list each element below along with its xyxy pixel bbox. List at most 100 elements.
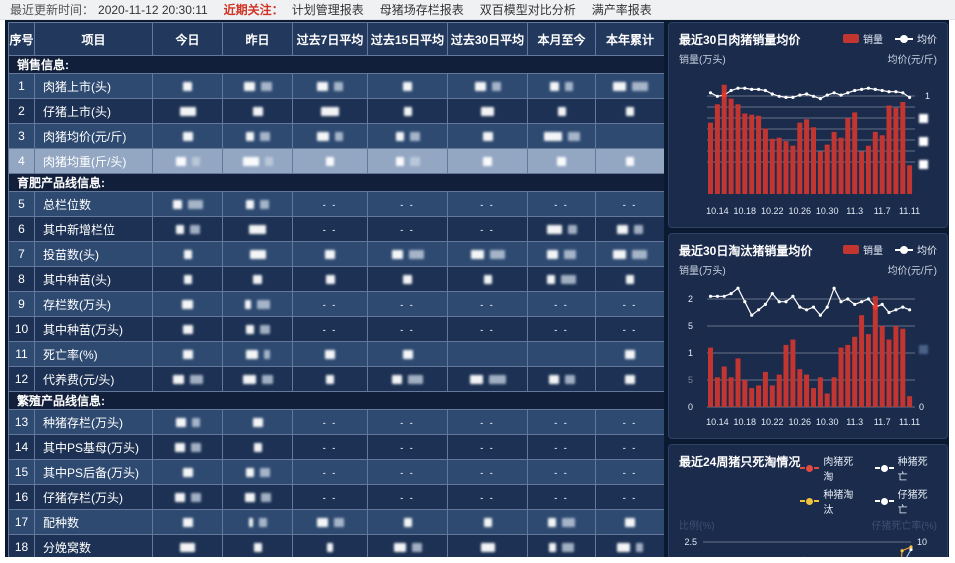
table-row[interactable]: 14 其中PS基母(万头) - - - - - - - - - - bbox=[8, 434, 664, 460]
value-cell bbox=[292, 534, 368, 557]
bar-line-chart[interactable]: 10.14 10.18 10.22 10.26 10.30 11.3 11.7 11.11 1 bbox=[679, 68, 937, 220]
report-link[interactable]: 双百模型对比分析 bbox=[479, 3, 576, 17]
value-cell bbox=[222, 484, 293, 510]
legend-item[interactable]: 种猪淘汰 bbox=[800, 486, 862, 516]
table-row[interactable]: 5 总栏位数 - - - - - - - - - - bbox=[8, 191, 664, 217]
table-row[interactable]: 1 肉猪上市(头) bbox=[8, 73, 664, 99]
bar bbox=[728, 377, 734, 407]
table-row[interactable]: 17 配种数 bbox=[8, 509, 664, 535]
chart-title: 最近30日淘汰猪销量均价 bbox=[679, 244, 813, 258]
report-link[interactable]: 母猪场存栏报表 bbox=[379, 3, 464, 17]
chart-title: 最近24周猪只死淘情况 bbox=[679, 455, 801, 469]
line-chart[interactable]: 2.521.51086 bbox=[679, 534, 937, 557]
bar bbox=[769, 138, 775, 194]
row-number: 2 bbox=[8, 98, 35, 124]
table-row[interactable]: 4 肉猪均重(斤/头) bbox=[8, 148, 664, 174]
legend-label: 销量 bbox=[863, 35, 883, 46]
table-row[interactable]: 3 肉猪均价(元/斤) bbox=[8, 123, 664, 149]
row-label: 仔猪存栏(万头) bbox=[34, 484, 153, 510]
row-label: 种猪存栏(万头) bbox=[34, 409, 153, 435]
line-dot bbox=[708, 294, 713, 298]
line-dot bbox=[846, 91, 850, 95]
legend-item[interactable]: 均价 bbox=[895, 242, 937, 257]
bar-line-chart[interactable]: 10.14 10.18 10.22 10.26 10.30 11.3 11.7 11.11 2 5… bbox=[679, 279, 937, 431]
table-row[interactable]: 11 死亡率(%) bbox=[8, 341, 664, 367]
legend-label: 均价 bbox=[917, 246, 937, 257]
table-row[interactable]: 18 分娩窝数 bbox=[8, 534, 664, 557]
legend-item[interactable]: 仔猪死亡 bbox=[874, 486, 937, 516]
bar bbox=[811, 127, 816, 194]
value-cell bbox=[152, 148, 223, 174]
row-label: 配种数 bbox=[34, 509, 153, 535]
panel-head: 最近30日肉猪销量均价 销量 均价 bbox=[679, 31, 937, 48]
value-cell bbox=[222, 434, 293, 460]
section-row: 育肥产品线信息: bbox=[8, 173, 664, 192]
empty-value: - - bbox=[554, 325, 569, 335]
table-row[interactable]: 8 其中种苗(头) bbox=[8, 266, 664, 292]
table-row[interactable]: 10 其中种苗(万头) - - - - - - - - - - bbox=[8, 316, 664, 342]
value-cell bbox=[367, 123, 448, 149]
table-row[interactable]: 7 投苗数(头) bbox=[8, 241, 664, 267]
redacted-value bbox=[547, 250, 558, 260]
legend-item[interactable]: 肉猪死淘 bbox=[800, 453, 862, 483]
row-number: 7 bbox=[8, 241, 35, 267]
legend-item[interactable]: 销量 bbox=[843, 31, 883, 46]
table-row[interactable]: 16 仔猪存栏(万头) - - - - - - - - - - bbox=[8, 484, 664, 510]
value-cell: - - bbox=[367, 484, 448, 510]
report-link[interactable]: 满产率报表 bbox=[591, 3, 652, 17]
redacted-value bbox=[182, 325, 193, 335]
value-cell bbox=[527, 534, 596, 557]
redacted-value bbox=[564, 375, 575, 385]
value-cell: - - bbox=[527, 484, 596, 510]
table-row[interactable]: 2 仔猪上市(头) bbox=[8, 98, 664, 124]
redacted-tick bbox=[919, 114, 928, 123]
line-dot bbox=[860, 87, 864, 91]
x-tick-label: 10.26 bbox=[789, 206, 812, 216]
legend-item[interactable]: 种猪死亡 bbox=[874, 453, 937, 483]
value-cell: - - bbox=[447, 191, 528, 217]
table-row[interactable]: 15 其中PS后备(万头) - - - - - - - - - - bbox=[8, 459, 664, 485]
value-cell bbox=[222, 266, 293, 292]
legend-label: 种猪淘汰 bbox=[823, 490, 854, 516]
line-dot bbox=[818, 313, 822, 317]
value-cell bbox=[152, 316, 223, 342]
value-cell bbox=[292, 73, 368, 99]
section-row: 销售信息: bbox=[8, 55, 664, 74]
value-cell: - - bbox=[367, 434, 448, 460]
bar bbox=[811, 388, 816, 407]
table-row[interactable]: 6 其中新增栏位 - - - - - - bbox=[8, 216, 664, 242]
table-row[interactable]: 9 存栏数(万头) - - - - - - - - - - bbox=[8, 291, 664, 317]
redacted-value bbox=[191, 157, 200, 167]
legend-item[interactable]: 销量 bbox=[843, 242, 883, 257]
legend-item[interactable]: 均价 bbox=[895, 31, 937, 46]
value-cell bbox=[447, 123, 528, 149]
redacted-tick bbox=[919, 160, 928, 169]
redacted-value bbox=[260, 82, 272, 92]
line-dot bbox=[887, 90, 891, 94]
bar-swatch-icon bbox=[843, 34, 859, 43]
line-dot bbox=[715, 94, 719, 98]
value-cell bbox=[447, 148, 528, 174]
value-cell bbox=[292, 123, 368, 149]
table-row[interactable]: 13 种猪存栏(万头) - - - - - - - - - - bbox=[8, 409, 664, 435]
axis-labels: 销量(万头) 均价(元/斤) bbox=[679, 262, 937, 277]
redacted-value bbox=[326, 157, 334, 167]
report-link[interactable]: 计划管理报表 bbox=[291, 3, 364, 17]
line-dot bbox=[770, 292, 774, 296]
chart-legend: 销量 均价 bbox=[843, 31, 937, 46]
value-cell bbox=[152, 534, 223, 557]
table-row[interactable]: 12 代养费(元/头) bbox=[8, 366, 664, 392]
y-tick-label: 0 bbox=[688, 402, 693, 412]
avg-price-line bbox=[710, 286, 910, 317]
redacted-value bbox=[550, 82, 559, 92]
empty-value: - - bbox=[322, 300, 338, 310]
empty-value: - - bbox=[622, 493, 638, 503]
value-cell bbox=[527, 73, 596, 99]
value-cell: - - bbox=[595, 459, 664, 485]
bar bbox=[852, 112, 858, 194]
row-label: 死亡率(%) bbox=[34, 341, 153, 367]
empty-value: - - bbox=[480, 325, 495, 335]
line-dot bbox=[846, 297, 850, 301]
empty-value: - - bbox=[554, 200, 569, 210]
y-axis-label-left: 销量(万头) bbox=[679, 55, 726, 66]
